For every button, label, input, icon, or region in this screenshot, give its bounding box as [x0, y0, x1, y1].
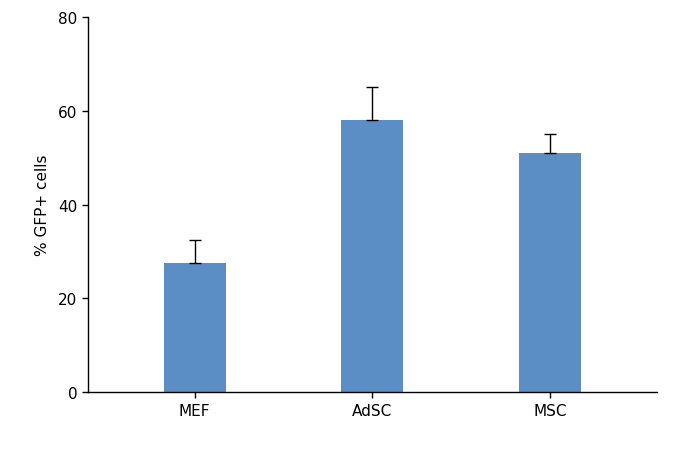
Y-axis label: % GFP+ cells: % GFP+ cells: [35, 155, 50, 256]
Bar: [164, 264, 225, 392]
Bar: [341, 121, 403, 392]
Bar: [519, 154, 581, 392]
